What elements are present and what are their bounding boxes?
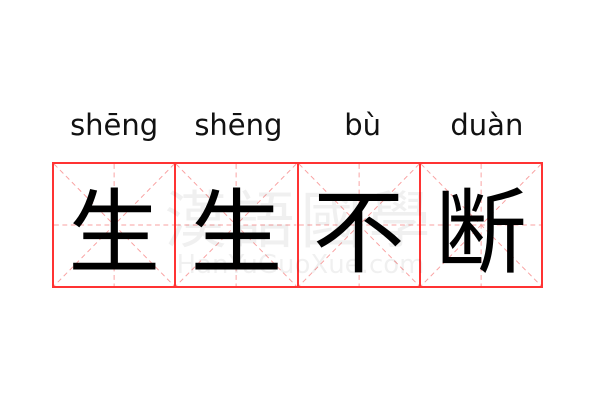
character-2: 生 (190, 179, 283, 287)
watermark-logo: 漢語國學 (164, 184, 437, 257)
character-4: 断 (434, 179, 527, 287)
character-cell: 断 (418, 162, 543, 288)
guide-lines (420, 164, 541, 286)
watermark-url: HanYuGuoXue.com (176, 250, 425, 280)
guide-lines (298, 164, 419, 286)
character-cell: 不 (296, 162, 421, 288)
pinyin-4: duàn (450, 108, 524, 142)
guide-lines (176, 164, 297, 286)
character-grid: 生 生 不 断 (52, 162, 549, 288)
pinyin-2: shēng (194, 108, 283, 142)
character-cell: 生 (52, 162, 177, 288)
character-1: 生 (68, 179, 161, 287)
guide-lines (54, 164, 175, 286)
pinyin-1: shēng (70, 108, 159, 142)
character-3: 不 (312, 179, 405, 287)
pinyin-3: bù (344, 108, 382, 142)
character-cell: 生 (174, 162, 299, 288)
pinyin-row: shēng shēng bù duàn (52, 105, 549, 145)
